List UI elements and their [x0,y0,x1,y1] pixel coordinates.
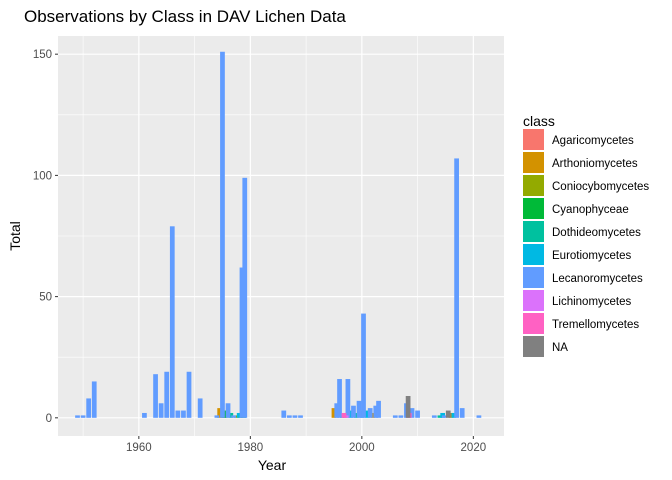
bar [370,412,376,418]
x-axis: 1960 1980 2000 2020 [126,436,486,454]
bar [365,410,370,418]
bar [197,398,203,418]
bar [80,415,86,418]
bar [454,158,459,418]
bar [415,410,420,418]
bar [217,408,223,418]
bar [440,412,446,418]
legend-label: Lecanoromycetes [552,273,643,285]
bar [445,410,451,418]
bar [181,410,186,418]
y-tick-label: 0 [46,413,52,425]
bar [367,408,373,418]
legend-items: Agaricomycetes Arthoniomycetes Coniocybomy… [523,129,649,357]
bar [292,415,298,418]
bar [225,403,231,418]
bar [236,412,242,418]
bar [398,415,404,418]
x-tick-label: 1980 [238,442,264,454]
chart-title: Observations by Class in DAV Lichen Data [24,7,346,26]
bar [169,226,175,418]
bar [228,412,234,418]
legend-label: Arthoniomycetes [552,158,638,170]
legend-key [523,313,544,334]
bar [234,415,239,418]
bar [431,415,437,418]
bar [353,412,359,418]
legend-label: NA [552,342,568,354]
bar [441,415,447,418]
legend-key [523,129,544,150]
bar [214,415,220,418]
x-tick-label: 2020 [461,442,487,454]
x-axis-title: Year [258,457,287,473]
bar [392,415,398,418]
bar [451,412,457,418]
bar [337,379,342,418]
bar [91,381,97,418]
bar [405,396,411,418]
bar [164,371,170,418]
legend-label: Tremellomycetes [552,319,639,331]
legend-key [523,336,544,357]
bar [281,410,287,418]
bar [331,408,337,418]
legend-key [523,198,544,219]
bar [334,403,340,418]
legend-key [523,152,544,173]
bar [476,415,482,418]
bar [373,405,379,418]
y-axis-title: Total [7,221,23,251]
bar [341,412,347,418]
bar [351,405,356,418]
bar [437,415,443,418]
y-axis: 0 50 100 150 [33,49,58,425]
bar [231,415,236,418]
bar [158,403,164,418]
bar [242,177,248,418]
bar [356,400,362,418]
bar [361,313,366,418]
legend-key [523,221,544,242]
legend-key [523,290,544,311]
bar [175,410,181,418]
bar [376,400,381,418]
bar [298,415,303,418]
bar [459,408,465,418]
x-tick-label: 1960 [126,442,152,454]
legend-title: class [523,113,555,129]
y-tick-label: 50 [39,292,52,304]
legend-key [523,267,544,288]
legend-label: Lichinomycetes [552,296,632,308]
bar [142,412,147,418]
legend-label: Coniocybomycetes [552,181,649,193]
bars [75,51,482,418]
bar [286,415,292,418]
bar [186,371,192,418]
y-tick-label: 150 [33,49,52,61]
x-tick-label: 2000 [349,442,375,454]
bar [75,415,80,418]
legend-label: Cyanophyceae [552,204,629,216]
bar [239,267,245,418]
bar [448,412,454,418]
legend-key [523,244,544,265]
legend-label: Dothideomycetes [552,227,641,239]
bar [409,408,415,418]
y-tick-label: 100 [33,170,52,182]
bar [220,51,225,418]
legend-key [523,175,544,196]
bar [153,374,158,418]
bar [345,379,351,418]
legend-label: Agaricomycetes [552,135,634,147]
bar [348,410,354,418]
bar [86,398,92,418]
legend: class Agaricomycetes Arthoniomycetes Conio… [523,113,649,357]
legend-label: Eurotiomycetes [552,250,632,262]
grid-minor [58,36,504,436]
